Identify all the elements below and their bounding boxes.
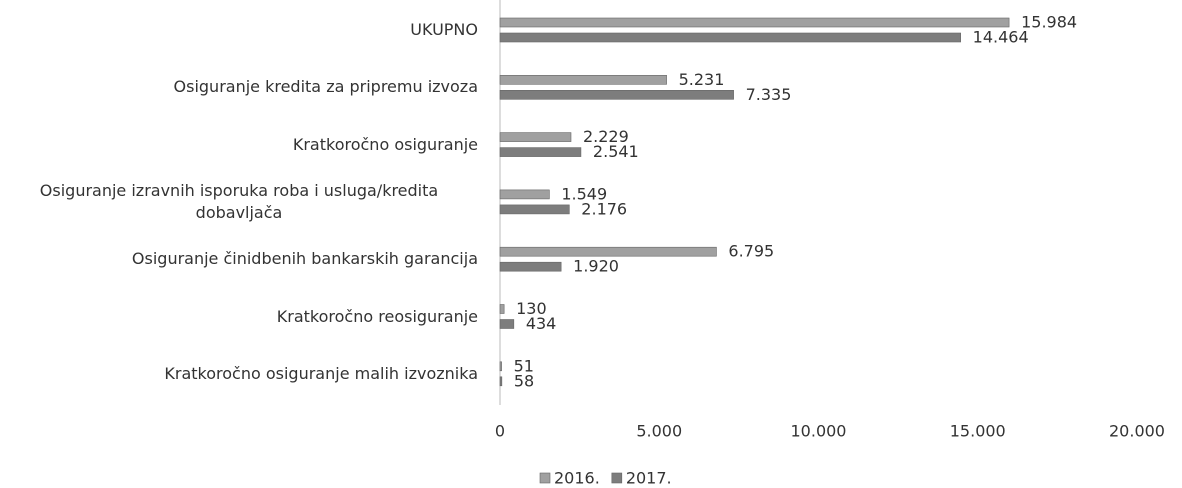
category-text: Kratkoročno osiguranje <box>292 134 478 154</box>
bar <box>499 75 667 85</box>
data-label: 7.335 <box>746 85 792 104</box>
y-tick-label: Kratkoročno reosiguranje <box>0 306 478 328</box>
bar <box>499 376 503 387</box>
bar <box>499 261 562 272</box>
data-label: 6.795 <box>728 242 774 261</box>
bar <box>499 246 717 257</box>
x-tick-label: 10.000 <box>791 422 847 441</box>
data-label: 130 <box>516 299 547 318</box>
category-text: Osiguranje činidbenih bankarskih garanci… <box>131 249 478 269</box>
bar <box>499 90 734 100</box>
data-label: 1.549 <box>561 184 607 203</box>
data-label: 2.541 <box>593 142 639 161</box>
y-tick-label: UKUPNO <box>0 19 478 41</box>
y-tick-label: Osiguranje činidbenih bankarskih garanci… <box>0 248 478 270</box>
category-text: Osiguranje izravnih isporuka roba i uslu… <box>39 180 439 222</box>
category-text: Kratkoročno reosiguranje <box>276 306 478 326</box>
data-label: 58 <box>514 371 534 390</box>
data-label: 434 <box>526 314 557 333</box>
data-label: 15.984 <box>1021 13 1077 32</box>
data-label: 2.229 <box>583 127 629 146</box>
data-label: 1.920 <box>573 257 619 276</box>
y-tick-label: Osiguranje kredita za pripremu izvoza <box>0 76 478 98</box>
bar <box>499 304 505 314</box>
data-label: 51 <box>514 356 534 375</box>
bar <box>499 204 570 215</box>
legend-swatch <box>611 472 623 484</box>
legend-swatch <box>539 472 551 484</box>
bar <box>499 32 961 43</box>
x-tick-label: 15.000 <box>950 422 1006 441</box>
data-label: 5.231 <box>679 70 725 89</box>
bar <box>499 189 550 200</box>
bar <box>499 132 572 142</box>
y-tick-label: Kratkoročno osiguranje <box>0 134 478 156</box>
category-text: Kratkoročno osiguranje malih izvoznika <box>164 363 478 383</box>
bar <box>499 17 1010 28</box>
x-tick-label: 0 <box>495 422 505 441</box>
bar <box>499 147 582 157</box>
x-tick-label: 20.000 <box>1109 422 1165 441</box>
y-tick-label: Osiguranje izravnih isporuka roba i uslu… <box>0 180 478 224</box>
y-tick-label: Kratkoročno osiguranje malih izvoznika <box>0 363 478 385</box>
legend-label: 2016. <box>554 469 600 488</box>
data-label: 2.176 <box>581 199 627 218</box>
category-text: UKUPNO <box>410 20 478 39</box>
category-text: Osiguranje kredita za pripremu izvoza <box>173 77 478 97</box>
data-label: 14.464 <box>973 28 1029 47</box>
x-tick-label: 5.000 <box>636 422 682 441</box>
bar <box>499 319 515 329</box>
bar <box>499 361 502 372</box>
legend-label: 2017. <box>626 469 672 488</box>
